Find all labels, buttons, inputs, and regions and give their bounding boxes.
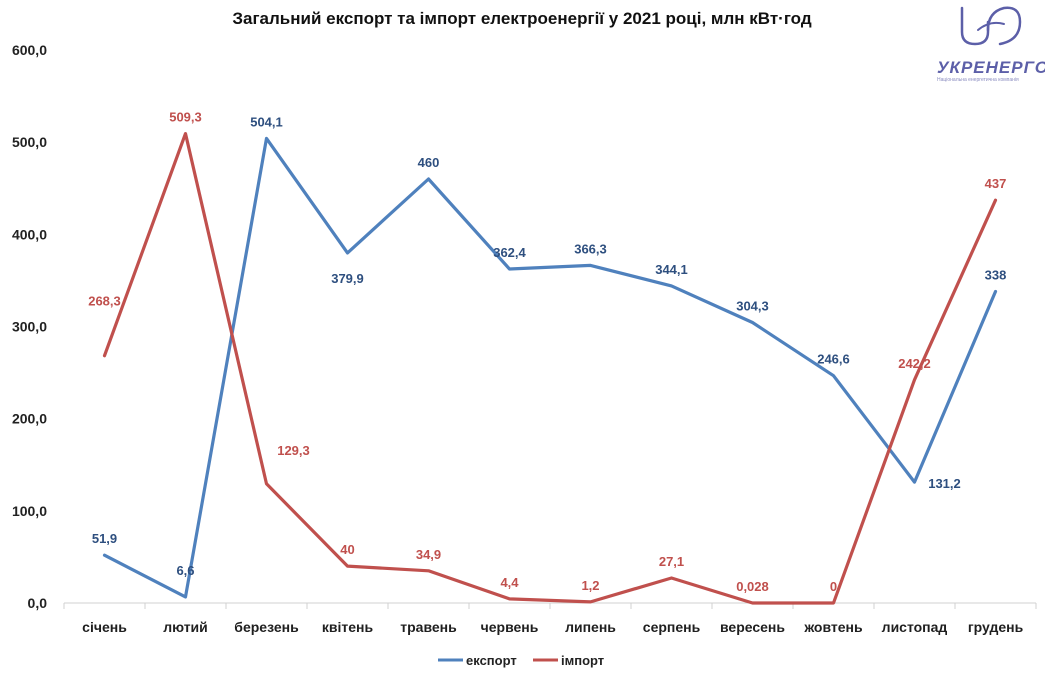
data-label-import: 268,3 bbox=[88, 294, 121, 309]
data-label-import: 242,2 bbox=[898, 356, 931, 371]
x-tick-label: серпень bbox=[643, 619, 701, 635]
x-tick-label: квітень bbox=[322, 619, 374, 635]
x-tick-label: січень bbox=[82, 619, 127, 635]
data-label-export: 379,9 bbox=[331, 271, 364, 286]
x-axis: січень лютий березень квітень травень червень… bbox=[63, 602, 1037, 635]
x-tick-label: лютий bbox=[163, 619, 208, 635]
logo-text: УКРЕНЕРГО bbox=[937, 58, 1045, 77]
y-tick-label: 100,0 bbox=[12, 503, 47, 519]
legend: експорт імпорт bbox=[438, 653, 604, 668]
data-label-import: 27,1 bbox=[659, 554, 684, 569]
chart-title: Загальний експорт та імпорт електроенерг… bbox=[232, 9, 811, 28]
data-label-import: 509,3 bbox=[169, 110, 202, 125]
data-labels: 51,9 6,6 504,1 379,9 460 362,4 366,3 344,1 304,3… bbox=[88, 110, 1006, 594]
x-tick-label: листопад bbox=[882, 619, 948, 635]
data-label-export: 460 bbox=[418, 155, 440, 170]
y-tick-label: 0,0 bbox=[28, 595, 48, 611]
legend-label-import: імпорт bbox=[561, 653, 604, 668]
y-axis: 0,0 100,0 200,0 300,0 400,0 500,0 600,0 bbox=[12, 42, 47, 611]
ukrenergo-logo-icon bbox=[960, 6, 1022, 46]
data-label-export: 504,1 bbox=[250, 114, 283, 129]
data-label-import: 40 bbox=[340, 542, 354, 557]
y-tick-label: 600,0 bbox=[12, 42, 47, 58]
ukrenergo-logo: УКРЕНЕРГО Національна енергетична компан… bbox=[937, 6, 1045, 83]
data-label-export: 6,6 bbox=[176, 563, 194, 578]
x-tick-label: березень bbox=[234, 619, 299, 635]
data-label-export: 51,9 bbox=[92, 531, 117, 546]
series-line-import bbox=[102, 132, 998, 605]
data-label-export: 362,4 bbox=[493, 245, 526, 260]
x-tick-label: вересень bbox=[720, 619, 785, 635]
data-label-export: 304,3 bbox=[736, 299, 769, 314]
x-tick-label: липень bbox=[565, 619, 616, 635]
data-label-import: 0 bbox=[830, 579, 837, 594]
data-label-export: 246,6 bbox=[817, 352, 850, 367]
x-tick-label: червень bbox=[481, 619, 539, 635]
data-label-import: 0,028 bbox=[736, 579, 769, 594]
x-tick-label: травень bbox=[400, 619, 457, 635]
data-label-export: 131,2 bbox=[928, 476, 961, 491]
legend-label-export: експорт bbox=[466, 653, 517, 668]
y-tick-label: 400,0 bbox=[12, 226, 47, 242]
y-tick-label: 500,0 bbox=[12, 134, 47, 150]
data-label-export: 366,3 bbox=[574, 241, 607, 256]
data-label-export: 344,1 bbox=[655, 262, 688, 277]
logo-subtitle: Національна енергетична компанія bbox=[937, 77, 1019, 83]
data-label-import: 437 bbox=[985, 176, 1007, 191]
data-label-import: 34,9 bbox=[416, 547, 441, 562]
y-tick-label: 300,0 bbox=[12, 319, 47, 335]
series-line-export bbox=[102, 136, 998, 599]
y-tick-label: 200,0 bbox=[12, 411, 47, 427]
data-label-import: 1,2 bbox=[581, 578, 599, 593]
x-tick-label: грудень bbox=[968, 619, 1024, 635]
x-tick-label: жовтень bbox=[803, 619, 863, 635]
data-label-export: 338 bbox=[985, 267, 1007, 282]
data-label-import: 4,4 bbox=[500, 575, 519, 590]
data-label-import: 129,3 bbox=[277, 443, 310, 458]
series-lines bbox=[102, 132, 998, 605]
